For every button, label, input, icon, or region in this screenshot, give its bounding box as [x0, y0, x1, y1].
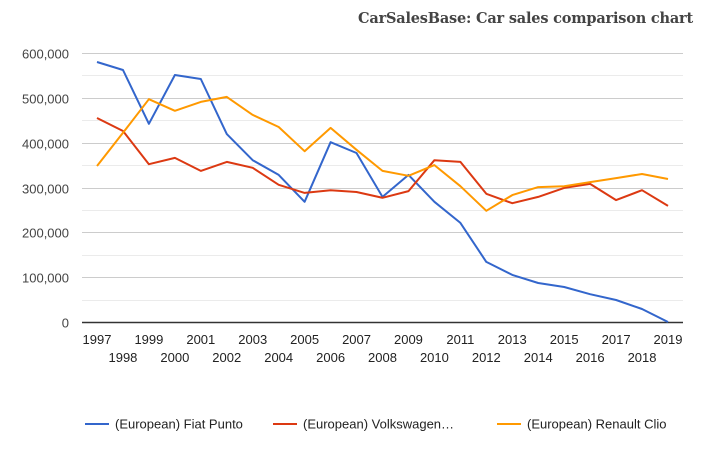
x-tick-label: 2009	[394, 332, 423, 347]
x-tick-label: 2006	[316, 350, 345, 365]
x-tick-label: 2010	[420, 350, 449, 365]
x-tick-label: 2004	[264, 350, 293, 365]
series-line-2[interactable]	[96, 95, 669, 212]
legend-label: (European) Fiat Punto	[115, 417, 243, 432]
x-tick-label: 2001	[186, 332, 215, 347]
x-tick-label: 2017	[602, 332, 631, 347]
x-tick-label: 2016	[576, 350, 605, 365]
x-tick-label: 2011	[446, 332, 474, 347]
legend: (European) Fiat Punto (European) Volkswag…	[85, 417, 666, 432]
legend-label: (European) Renault Clio	[527, 417, 666, 432]
x-tick-label: 2008	[368, 350, 397, 365]
gridlines	[82, 53, 683, 324]
y-tick-label: 500,000	[22, 92, 69, 107]
y-tick-label: 300,000	[22, 182, 69, 197]
chart-title: CarSalesBase: Car sales comparison chart	[358, 10, 693, 27]
x-tick-label: 2012	[472, 350, 501, 365]
x-tick-label: 2002	[212, 350, 241, 365]
legend-item-2[interactable]: (European) Renault Clio	[497, 417, 666, 432]
y-tick-label: 100,000	[22, 271, 69, 286]
legend-item-0[interactable]: (European) Fiat Punto	[85, 417, 243, 432]
x-tick-label: 2000	[160, 350, 189, 365]
y-tick-label: 400,000	[22, 137, 69, 152]
x-tick-label: 2015	[550, 332, 579, 347]
x-axis-ticks: 1997 1998 1999 2000 2001 2002 2003 2004 2005 2006…	[83, 332, 683, 365]
x-tick-label: 1998	[108, 350, 137, 365]
x-tick-label: 2014	[524, 350, 553, 365]
series-line-1[interactable]	[96, 117, 669, 207]
x-tick-label: 1997	[83, 332, 112, 347]
x-tick-label: 2018	[628, 350, 657, 365]
legend-item-1[interactable]: (European) Volkswagen…	[273, 417, 454, 432]
series-line-0[interactable]	[96, 61, 669, 323]
y-tick-label: 0	[62, 316, 69, 331]
x-tick-label: 2005	[290, 332, 319, 347]
x-tick-label: 2003	[238, 332, 267, 347]
y-tick-label: 600,000	[22, 47, 69, 62]
x-tick-label: 2019	[654, 332, 683, 347]
y-axis-ticks: 0 100,000 200,000 300,000 400,000 500,000 600,…	[22, 47, 69, 331]
x-tick-label: 2007	[342, 332, 371, 347]
x-tick-label: 1999	[134, 332, 163, 347]
series-lines	[96, 61, 669, 323]
legend-label: (European) Volkswagen…	[303, 417, 454, 432]
x-tick-label: 2013	[498, 332, 527, 347]
y-tick-label: 200,000	[22, 226, 69, 241]
